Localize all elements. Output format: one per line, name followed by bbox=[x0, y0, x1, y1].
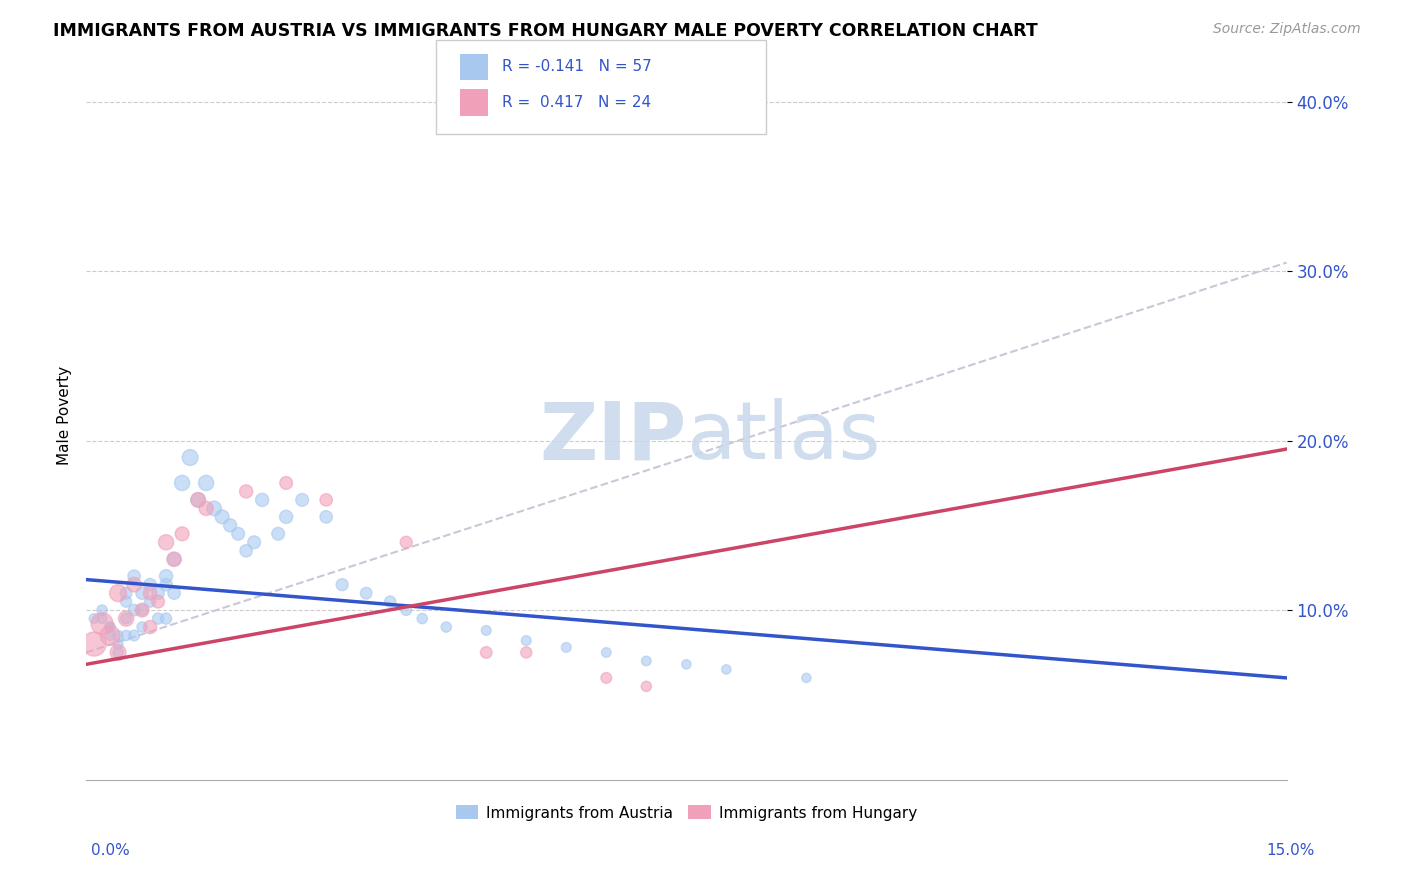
Point bbox=[91, 603, 114, 617]
Point bbox=[315, 492, 337, 507]
Point bbox=[395, 603, 418, 617]
Point bbox=[163, 586, 186, 600]
Point bbox=[235, 543, 257, 558]
Text: IMMIGRANTS FROM AUSTRIA VS IMMIGRANTS FROM HUNGARY MALE POVERTY CORRELATION CHAR: IMMIGRANTS FROM AUSTRIA VS IMMIGRANTS FR… bbox=[53, 22, 1038, 40]
Point bbox=[98, 628, 121, 642]
Y-axis label: Male Poverty: Male Poverty bbox=[58, 366, 72, 465]
Point bbox=[122, 569, 145, 583]
Point bbox=[202, 501, 225, 516]
Point bbox=[595, 645, 617, 659]
Text: Source: ZipAtlas.com: Source: ZipAtlas.com bbox=[1213, 22, 1361, 37]
Point bbox=[515, 645, 537, 659]
Text: ZIP: ZIP bbox=[538, 398, 686, 476]
Point bbox=[115, 586, 138, 600]
Point bbox=[195, 501, 218, 516]
Point bbox=[636, 654, 658, 668]
Point bbox=[122, 577, 145, 591]
Point bbox=[515, 633, 537, 648]
Point bbox=[796, 671, 818, 685]
Point bbox=[146, 594, 169, 608]
Point bbox=[115, 611, 138, 625]
Point bbox=[475, 645, 498, 659]
Point bbox=[187, 492, 209, 507]
Point bbox=[354, 586, 377, 600]
Point bbox=[163, 552, 186, 566]
Point bbox=[131, 603, 153, 617]
Point bbox=[107, 637, 129, 651]
Legend: Immigrants from Austria, Immigrants from Hungary: Immigrants from Austria, Immigrants from… bbox=[450, 799, 924, 827]
Point bbox=[115, 594, 138, 608]
Point bbox=[243, 535, 266, 549]
Text: R =  0.417   N = 24: R = 0.417 N = 24 bbox=[502, 95, 651, 110]
Point bbox=[179, 450, 201, 465]
Point bbox=[155, 535, 177, 549]
Point bbox=[434, 620, 457, 634]
Point bbox=[139, 620, 162, 634]
Point bbox=[98, 628, 121, 642]
Point bbox=[91, 611, 114, 625]
Point bbox=[131, 603, 153, 617]
Point bbox=[155, 577, 177, 591]
Text: R = -0.141   N = 57: R = -0.141 N = 57 bbox=[502, 60, 652, 74]
Point bbox=[122, 628, 145, 642]
Point bbox=[163, 552, 186, 566]
Point bbox=[172, 475, 194, 490]
Point bbox=[211, 509, 233, 524]
Point bbox=[139, 586, 162, 600]
Point bbox=[276, 509, 298, 524]
Point bbox=[107, 586, 129, 600]
Point bbox=[131, 620, 153, 634]
Point bbox=[226, 526, 249, 541]
Point bbox=[107, 628, 129, 642]
Point bbox=[315, 509, 337, 524]
Point bbox=[411, 611, 433, 625]
Point bbox=[675, 657, 697, 672]
Point bbox=[98, 620, 121, 634]
Point bbox=[187, 492, 209, 507]
Point bbox=[131, 586, 153, 600]
Text: 0.0%: 0.0% bbox=[91, 843, 131, 858]
Point bbox=[139, 577, 162, 591]
Point bbox=[155, 611, 177, 625]
Point bbox=[115, 611, 138, 625]
Point bbox=[83, 611, 105, 625]
Text: atlas: atlas bbox=[686, 398, 880, 476]
Point bbox=[195, 475, 218, 490]
Point bbox=[107, 645, 129, 659]
Point bbox=[83, 637, 105, 651]
Point bbox=[250, 492, 273, 507]
Point bbox=[595, 671, 617, 685]
Point bbox=[219, 518, 242, 533]
Point bbox=[146, 611, 169, 625]
Point bbox=[716, 662, 738, 676]
Point bbox=[146, 586, 169, 600]
Point bbox=[155, 569, 177, 583]
Point bbox=[276, 475, 298, 490]
Point bbox=[395, 535, 418, 549]
Point bbox=[555, 640, 578, 655]
Point bbox=[380, 594, 402, 608]
Point bbox=[91, 616, 114, 631]
Point bbox=[636, 679, 658, 693]
Point bbox=[98, 620, 121, 634]
Point bbox=[107, 645, 129, 659]
Point bbox=[235, 484, 257, 499]
Point bbox=[172, 526, 194, 541]
Point bbox=[330, 577, 353, 591]
Point bbox=[291, 492, 314, 507]
Text: 15.0%: 15.0% bbox=[1267, 843, 1315, 858]
Point bbox=[267, 526, 290, 541]
Point bbox=[139, 594, 162, 608]
Point bbox=[115, 628, 138, 642]
Point bbox=[475, 624, 498, 638]
Point bbox=[122, 603, 145, 617]
